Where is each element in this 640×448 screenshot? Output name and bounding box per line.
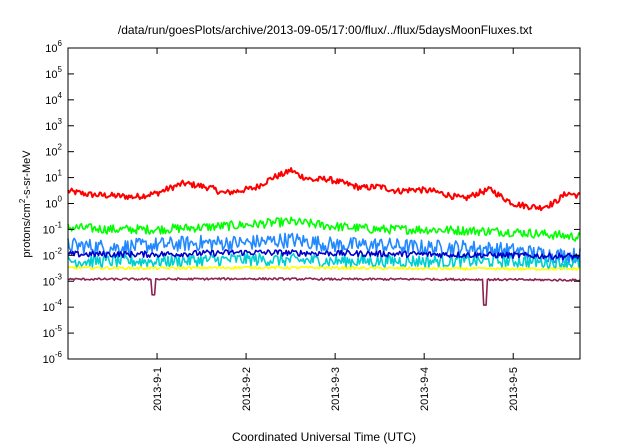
x-axis-label: Coordinated Universal Time (UTC) [232,430,416,444]
y-axis: 106 105 104 103 102 101 100 10-1 10-2 10-3 10-4 10-… [43,39,580,366]
y-tick-label: 10-3 [43,272,63,288]
y-tick-label: 10-1 [43,220,63,236]
y-tick-label: 10-6 [43,350,63,366]
series-line [67,265,581,271]
y-tick-label: 100 [45,195,62,211]
x-tick-label: 2013-9-4 [419,367,431,411]
y-tick-label: 10-2 [43,246,63,262]
chart-title: /data/run/goesPlots/archive/2013-09-05/1… [118,23,533,37]
y-tick-label: 103 [45,117,62,133]
x-axis: 2013-9-1 2013-9-2 2013-9-3 2013-9-4 2013-9-5 [152,48,520,411]
series-line [67,232,581,264]
series-line [67,249,581,261]
x-tick-label: 2013-9-5 [508,367,520,411]
x-tick-label: 2013-9-2 [241,367,253,411]
y-tick-label: 101 [45,169,62,185]
y-tick-label: 102 [45,143,62,159]
series-line [67,216,581,242]
y-axis-label: protons/cm2-s-sr-MeV [18,150,33,258]
series-line [67,167,581,212]
y-tick-label: 106 [45,39,62,55]
plot-frame [67,47,581,360]
y-tick-label: 105 [45,65,62,81]
series-line [67,277,581,306]
x-tick-label: 2013-9-3 [330,367,342,411]
y-tick-label: 10-4 [43,298,63,314]
x-tick-label: 2013-9-1 [152,367,164,411]
plot-series-group [67,167,581,306]
y-tick-label: 104 [45,91,62,107]
y-tick-label: 10-5 [43,324,63,340]
